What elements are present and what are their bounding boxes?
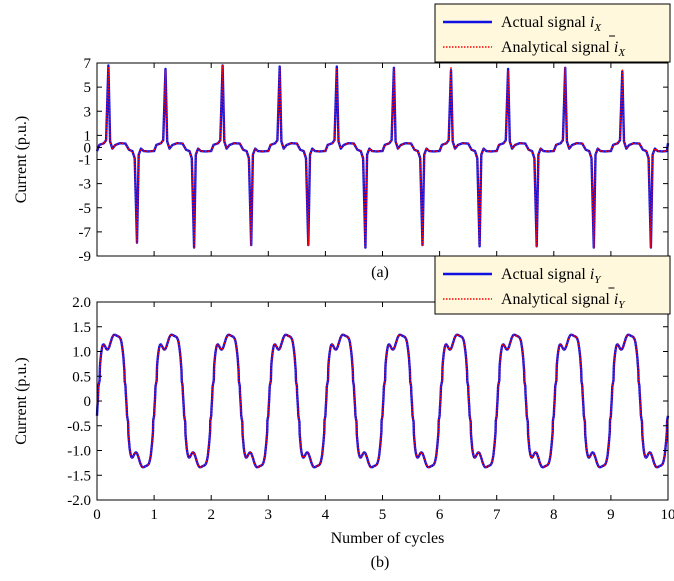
actual-signal-line-a: [97, 65, 668, 247]
x-tick-label-b: 8: [550, 507, 558, 523]
y-tick-label-b: 2.0: [72, 295, 91, 311]
y-tick-label-b: 1.0: [72, 345, 91, 361]
panel-label-a: (a): [371, 264, 389, 281]
x-tick-label-b: 0: [93, 507, 101, 523]
y-tick-label-b: -1.5: [67, 468, 91, 484]
x-tick-label-b: 7: [493, 507, 501, 523]
x-tick-label-b: 6: [436, 507, 444, 523]
y-axis-label-a: Current (p.u.): [13, 116, 30, 204]
analytical-signal-line-a: [97, 65, 668, 247]
y-tick-label-b: -0.5: [67, 419, 91, 435]
y-tick-label-a: 7: [84, 56, 92, 72]
y-tick-label-a: -9: [79, 249, 92, 265]
y-tick-label-b: 0: [84, 394, 92, 410]
y-tick-label-b: -2.0: [67, 493, 91, 509]
series-group-a: [97, 65, 668, 247]
y-tick-label-a: -1: [79, 153, 92, 169]
series-group-b: [97, 335, 668, 467]
actual-signal-line-b: [97, 335, 668, 467]
panel-label-b: (b): [371, 554, 390, 571]
axes-frame-a: [97, 63, 668, 256]
y-tick-label-a: -5: [79, 201, 92, 217]
y-tick-label-a: -7: [79, 225, 92, 241]
y-tick-label-b: -1.0: [67, 444, 91, 460]
y-axis-label-b: Current (p.u.): [13, 357, 30, 445]
x-tick-label-b: 3: [265, 507, 273, 523]
x-tick-label-b: 2: [207, 507, 215, 523]
x-tick-label-b: 9: [607, 507, 615, 523]
y-tick-label-a: 5: [84, 80, 92, 96]
y-tick-label-a: 3: [84, 104, 92, 120]
x-tick-label-b: 10: [661, 507, 674, 523]
y-tick-label-b: 0.5: [72, 369, 91, 385]
y-tick-label-a: -3: [79, 177, 92, 193]
x-tick-label-b: 1: [150, 507, 158, 523]
x-tick-label-b: 5: [379, 507, 387, 523]
x-tick-label-b: 4: [322, 507, 330, 523]
y-tick-label-b: 1.5: [72, 320, 91, 336]
x-axis-label-b: Number of cycles: [331, 530, 445, 547]
